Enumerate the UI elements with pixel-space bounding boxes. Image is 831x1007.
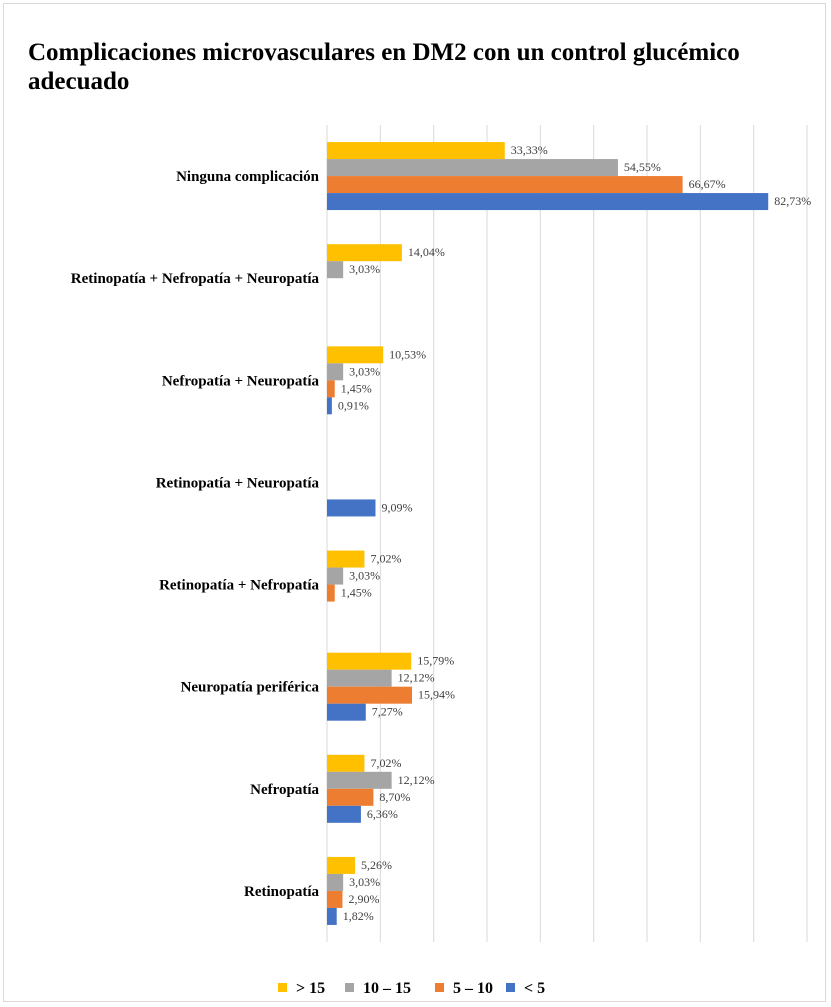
data-label: 66,67% bbox=[689, 177, 726, 191]
data-label: 12,12% bbox=[398, 773, 435, 787]
bar bbox=[327, 380, 335, 398]
bar bbox=[327, 363, 344, 381]
bar bbox=[327, 346, 384, 364]
bar bbox=[327, 771, 392, 789]
bar bbox=[327, 890, 343, 908]
data-label: 5,26% bbox=[361, 858, 392, 872]
legend-label: > 15 bbox=[296, 980, 325, 997]
data-label: 1,45% bbox=[341, 586, 372, 600]
category-label: Neuropatía periférica bbox=[181, 680, 320, 696]
bar bbox=[327, 159, 618, 177]
bar bbox=[327, 567, 344, 585]
data-label: 33,33% bbox=[511, 143, 548, 157]
data-label: 1,45% bbox=[341, 381, 372, 395]
bar bbox=[327, 856, 356, 874]
data-label: 7,02% bbox=[370, 552, 401, 566]
data-label: 8,70% bbox=[379, 790, 410, 804]
category-label: Ninguna complicación bbox=[176, 169, 320, 185]
bar bbox=[327, 805, 361, 823]
bar bbox=[327, 261, 344, 279]
bar bbox=[327, 652, 412, 670]
data-label: 10,53% bbox=[389, 347, 426, 361]
bar bbox=[327, 244, 402, 262]
legend-label: < 5 bbox=[524, 980, 545, 997]
bar bbox=[327, 584, 335, 602]
bar bbox=[327, 907, 337, 925]
bar bbox=[327, 754, 365, 772]
data-label: 82,73% bbox=[774, 194, 811, 208]
data-label: 6,36% bbox=[367, 807, 398, 821]
data-label: 7,02% bbox=[370, 756, 401, 770]
bar bbox=[327, 873, 344, 891]
data-label: 12,12% bbox=[398, 671, 435, 685]
bar bbox=[327, 142, 505, 160]
data-label: 3,03% bbox=[349, 569, 380, 583]
category-label: Nefropatía + Neuropatía bbox=[162, 373, 320, 389]
category-label: Retinopatía bbox=[244, 884, 320, 900]
data-label: 54,55% bbox=[624, 160, 661, 174]
legend-swatch bbox=[435, 983, 444, 992]
legend-swatch bbox=[506, 983, 515, 992]
data-label: 3,03% bbox=[349, 262, 380, 276]
bar bbox=[327, 499, 376, 517]
legend-swatch bbox=[278, 983, 287, 992]
bar bbox=[327, 193, 769, 211]
data-label: 0,91% bbox=[338, 398, 369, 412]
legend-label: 10 – 15 bbox=[363, 980, 411, 997]
bar bbox=[327, 176, 683, 194]
bar bbox=[327, 686, 413, 704]
data-label: 15,94% bbox=[418, 688, 455, 702]
legend-swatch bbox=[345, 983, 354, 992]
chart-frame bbox=[3, 3, 826, 1002]
data-label: 7,27% bbox=[372, 705, 403, 719]
data-label: 3,03% bbox=[349, 364, 380, 378]
bar bbox=[327, 550, 365, 568]
category-label: Retinopatía + Nefropatía bbox=[159, 578, 319, 594]
data-label: 9,09% bbox=[381, 500, 412, 514]
bar bbox=[327, 669, 392, 687]
data-label: 1,82% bbox=[343, 909, 374, 923]
bar bbox=[327, 703, 366, 721]
category-label: Retinopatía + Nefropatía + Neuropatía bbox=[71, 271, 320, 287]
data-label: 15,79% bbox=[417, 654, 454, 668]
chart-title: Complicaciones microvasculares en DM2 co… bbox=[28, 39, 740, 95]
bar bbox=[327, 397, 332, 415]
category-label: Retinopatía + Neuropatía bbox=[156, 475, 320, 491]
category-label: Nefropatía bbox=[250, 782, 319, 798]
data-label: 3,03% bbox=[349, 875, 380, 889]
legend-label: 5 – 10 bbox=[453, 980, 493, 997]
data-label: 2,90% bbox=[348, 892, 379, 906]
data-label: 14,04% bbox=[408, 245, 445, 259]
bar bbox=[327, 788, 374, 806]
